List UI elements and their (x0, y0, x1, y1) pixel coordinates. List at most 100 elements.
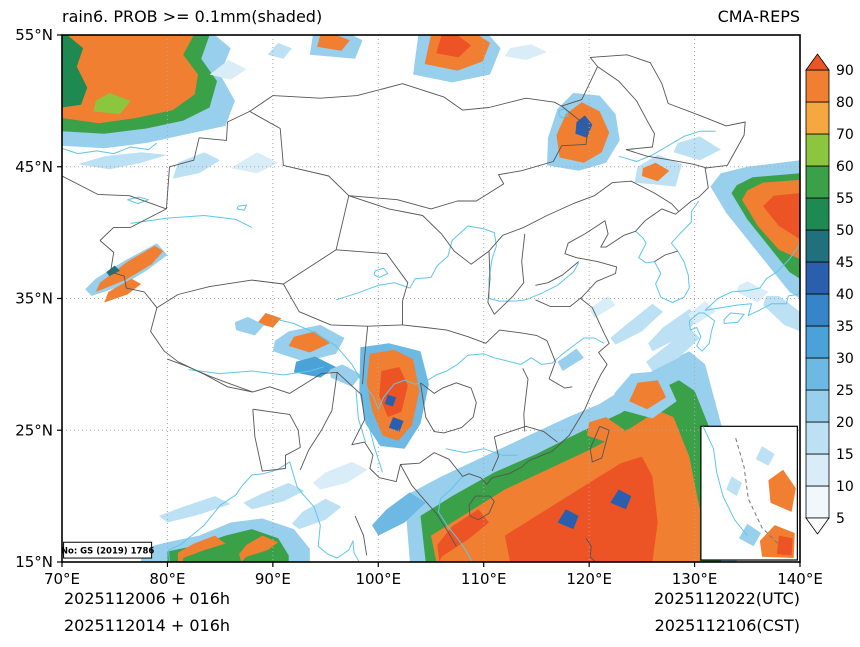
boundary-line (522, 368, 529, 432)
prob-shaded-region (93, 93, 131, 114)
prob-shaded-region (106, 265, 120, 277)
boundary-line (156, 195, 350, 309)
water-layer (62, 108, 800, 562)
y-tick-label: 35°N (15, 290, 53, 308)
prob-shaded-region (243, 482, 305, 510)
water-line (335, 225, 580, 302)
colorbar-tick-label: 5 (836, 511, 845, 527)
colorbar-cell (805, 389, 830, 423)
water-line (373, 267, 389, 278)
prob-shaded-region (504, 44, 547, 60)
colorbar-tick-label: 55 (836, 191, 854, 207)
water-line (363, 386, 383, 473)
boundary-line (491, 436, 499, 472)
boundary-line (654, 250, 678, 262)
water-line (62, 142, 158, 155)
water-line (277, 319, 605, 410)
colorbar-tick-label: 70 (836, 127, 854, 143)
prob-shaded-region (288, 331, 330, 353)
y-tick-label: 55°N (15, 26, 53, 44)
colorbar-tick-label: 35 (836, 319, 854, 335)
water-line (618, 130, 716, 162)
boundary-line (487, 251, 495, 315)
colorbar-cell (805, 165, 830, 199)
water-line (130, 215, 253, 228)
prob-shaded-region (230, 152, 279, 174)
water-line (437, 476, 473, 562)
x-tick-label: 130°E (672, 570, 718, 588)
prob-shaded-region (648, 309, 700, 352)
prob-shaded-region (267, 42, 292, 59)
water-line (188, 366, 324, 376)
boundary-line (400, 464, 457, 547)
boundary-line (336, 249, 409, 325)
colorbar-bottom-arrow (805, 517, 830, 535)
boundary-line (283, 283, 403, 327)
model-label: CMA-REPS (717, 7, 800, 26)
prob-shaded-region (372, 492, 426, 536)
boundary-line (402, 324, 548, 344)
boundary-line (468, 495, 495, 521)
colorbar-cell (805, 421, 830, 455)
prob-shaded-region (629, 380, 667, 410)
prob-shaded-region (159, 496, 231, 523)
colorbar-cell (805, 197, 830, 231)
water-line (688, 312, 716, 352)
shaded-layer (62, 35, 800, 562)
water-line (445, 448, 518, 456)
map-approval-badge: No: GS (2019) 1786 (61, 541, 154, 559)
prob-shaded-region (641, 162, 670, 182)
prob-shaded-region (257, 313, 282, 328)
colorbar-cell (805, 293, 830, 327)
water-line (355, 390, 367, 443)
prob-shaded-region (384, 394, 397, 407)
x-tick-label: 110°E (461, 570, 507, 588)
prob-shaded-region (317, 35, 350, 51)
prob-shaded-region (209, 60, 247, 80)
colorbar-cell (805, 229, 830, 263)
water-line (723, 312, 745, 324)
prob-shaded-region (736, 281, 769, 303)
x-tick-label: 120°E (566, 570, 612, 588)
colorbar-cell (805, 261, 830, 295)
prob-shaded-region (388, 417, 404, 432)
boundary-line (167, 358, 253, 393)
boundary-line (299, 372, 338, 470)
boundary-line (625, 149, 708, 169)
prob-shaded-region (437, 509, 489, 562)
colorbar-tick-label: 25 (836, 383, 854, 399)
x-tick-label: 140°E (777, 570, 823, 588)
grid-layer (62, 35, 800, 562)
x-tick-label: 70°E (44, 570, 80, 588)
x-tick-label: 90°E (255, 570, 291, 588)
colorbar-tick-label: 15 (836, 447, 854, 463)
prob-shaded-region (178, 535, 226, 562)
footer-valid-time-cst: 2025112106(CST) (654, 616, 800, 635)
footer-valid-time-utc: 2025112022(UTC) (654, 589, 800, 608)
colorbar-top-arrow (805, 53, 830, 71)
colorbar-tick-label: 10 (836, 479, 854, 495)
boundary-line (252, 408, 301, 472)
boundary-line (493, 233, 526, 315)
inset-shaded-region (755, 446, 775, 466)
colorbar-tick-label: 60 (836, 159, 854, 175)
prob-shaded-region (589, 295, 616, 319)
footer-init-time-cst: 2025112014 + 016h (64, 616, 231, 635)
chart-title: rain6. PROB >= 0.1mm(shaded) (62, 7, 323, 26)
prob-shaded-region (379, 367, 408, 418)
boundary-line (597, 66, 655, 151)
colorbar-cell (805, 69, 830, 103)
boundary-line (494, 425, 558, 443)
prob-shaded-region (234, 316, 265, 336)
boundary-line (535, 296, 583, 307)
prob-shaded-region (436, 35, 472, 58)
boundary-line (585, 538, 596, 562)
y-tick-label: 25°N (15, 421, 53, 439)
boundary-line (354, 515, 368, 556)
boundary-layer (62, 54, 746, 562)
colorbar-cell (805, 101, 830, 135)
boundary-line (589, 425, 610, 463)
prob-shaded-region (646, 327, 700, 371)
y-tick-label: 15°N (15, 553, 53, 571)
prob-shaded-region (673, 136, 721, 161)
